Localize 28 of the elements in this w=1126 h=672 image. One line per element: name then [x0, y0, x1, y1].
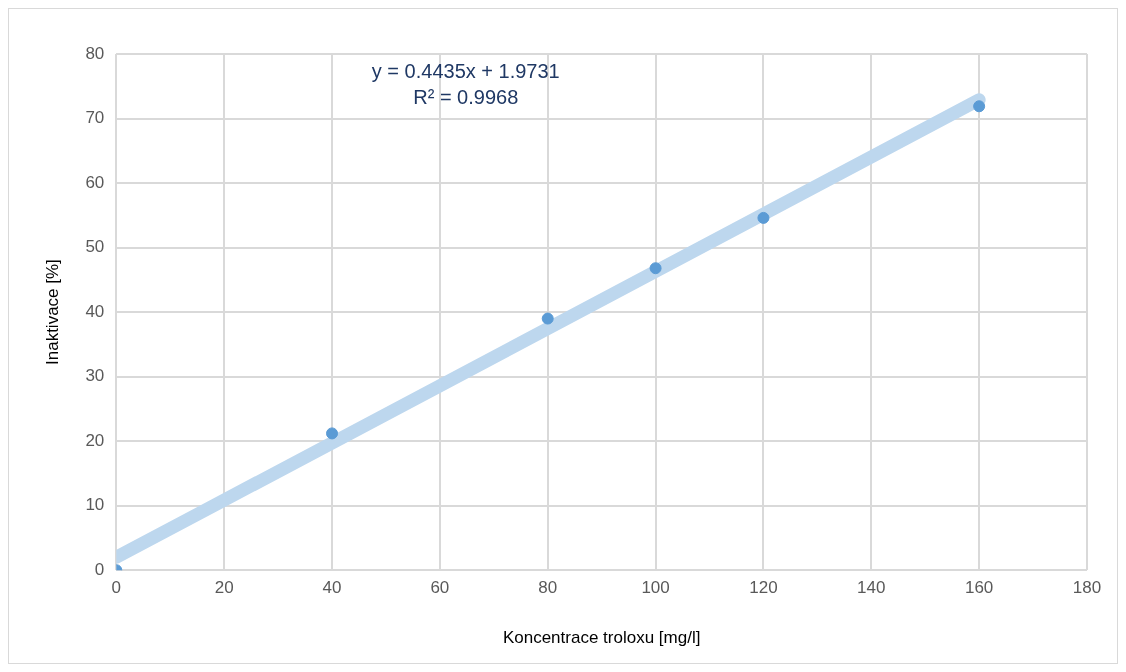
y-tick-label: 10 [85, 495, 105, 515]
point [649, 262, 662, 275]
x-tick-label: 140 [857, 578, 886, 598]
x-tick-label: 100 [641, 578, 670, 598]
y-tick-label: 50 [85, 237, 105, 257]
y-tick-label: 70 [85, 108, 105, 128]
annotation: y = 0.4435x + 1.9731 [371, 59, 560, 82]
y-tick-label: 30 [85, 366, 105, 386]
x-tick-label: 20 [214, 578, 234, 598]
y-tick-label: 20 [85, 430, 105, 450]
x-tick-label: 40 [322, 578, 342, 598]
x-tick-label: 0 [111, 578, 122, 598]
y-tick-label: 60 [85, 172, 105, 192]
point [973, 100, 986, 113]
y-tick-label: 40 [85, 301, 105, 321]
x-tick-label: 80 [538, 578, 558, 598]
x-axis-title: Koncentrace troloxu [mg/l] [502, 628, 701, 648]
x-tick-label: 60 [430, 578, 450, 598]
point [757, 211, 770, 224]
x-tick-label: 120 [749, 578, 778, 598]
x-tick-label: 160 [964, 578, 994, 598]
point [326, 427, 339, 440]
y-axis-title: Inaktivace [%] [42, 259, 62, 366]
y-tick-label: 0 [94, 559, 105, 579]
y-tick-label: 80 [85, 43, 105, 63]
x-tick-label: 180 [1072, 578, 1102, 598]
point [541, 312, 554, 325]
annotation: R² = 0.9968 [413, 85, 519, 108]
